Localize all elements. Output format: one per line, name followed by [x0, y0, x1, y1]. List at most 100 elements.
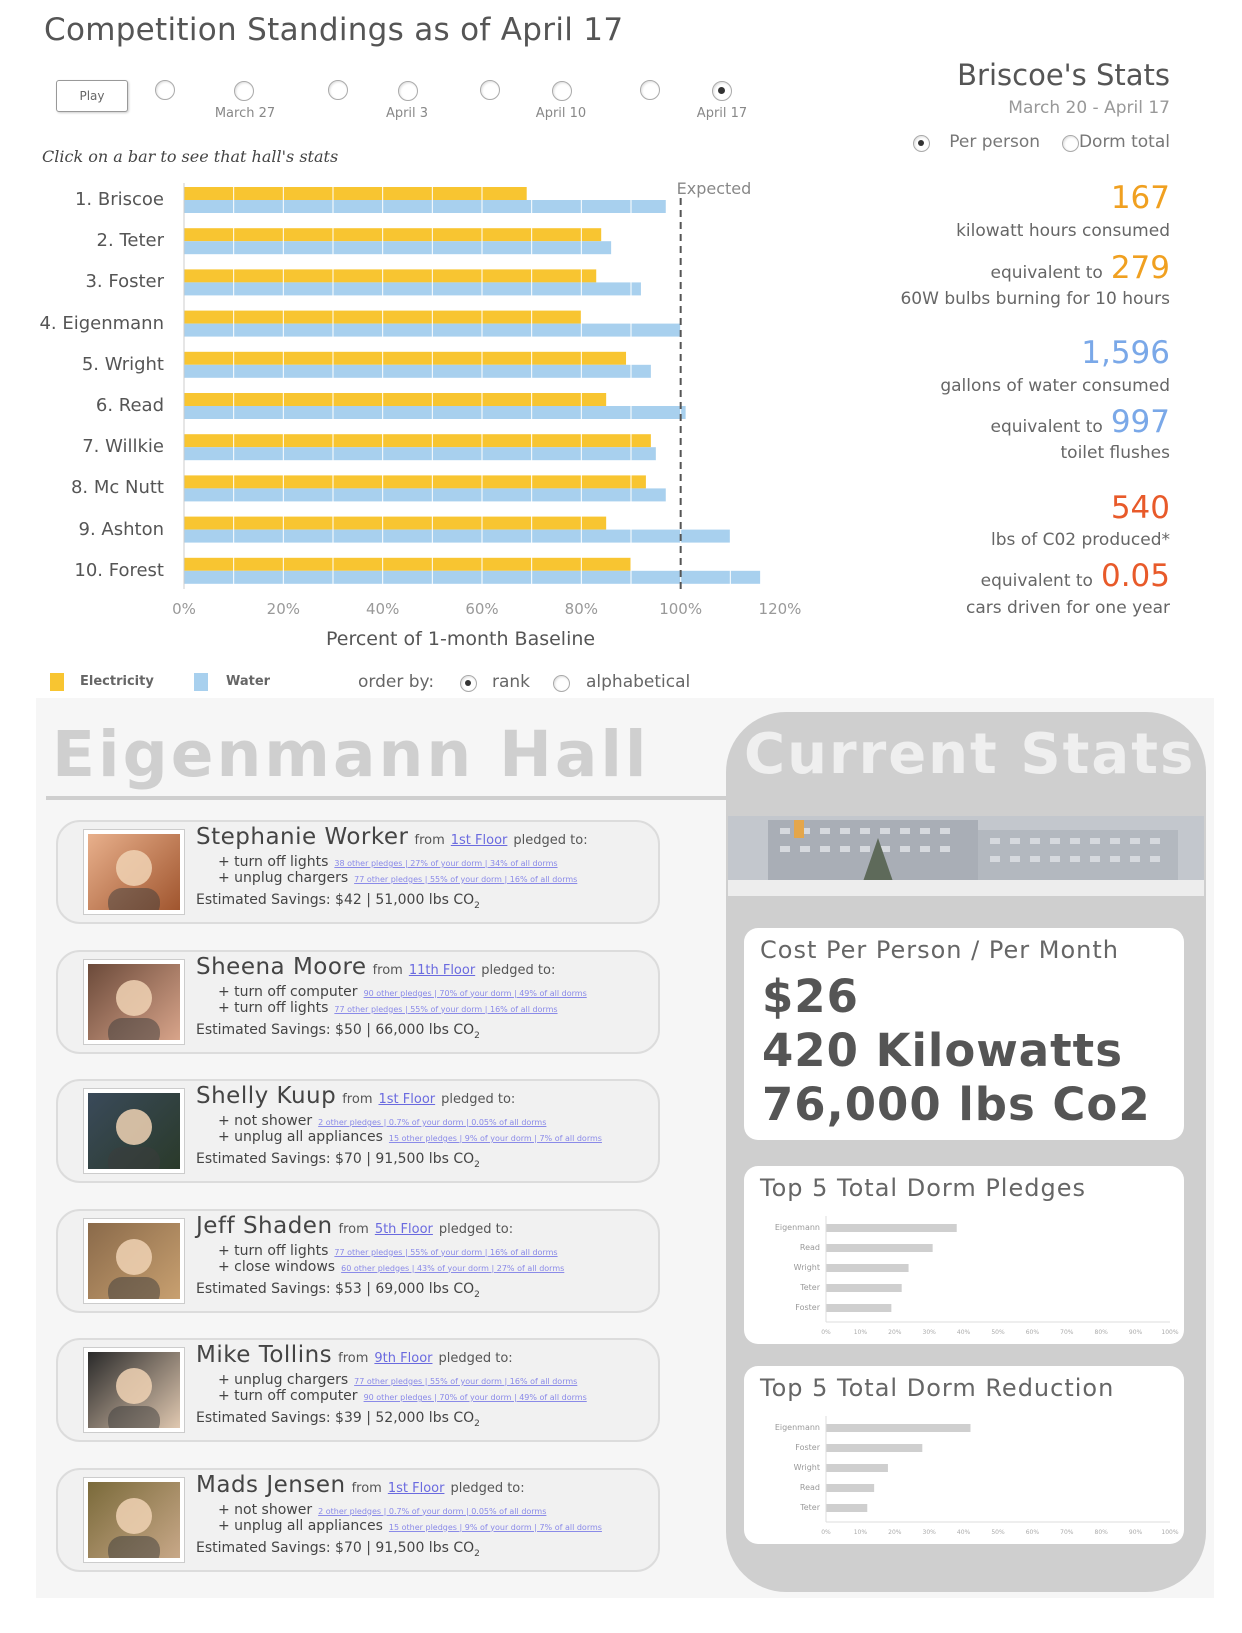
- action-stats-link[interactable]: 2 other pledges | 0.7% of your dorm | 0.…: [318, 1506, 547, 1516]
- per-person-radio[interactable]: [913, 135, 930, 152]
- mini-tick: 50%: [991, 1529, 1005, 1536]
- pledge-action-2: + turn off computer 90 other pledges | 70…: [218, 1388, 587, 1404]
- action-stats-link[interactable]: 77 other pledges | 55% of your dorm | 16…: [354, 1377, 578, 1386]
- timeline-radio-1[interactable]: [155, 80, 175, 100]
- play-button[interactable]: Play: [56, 80, 128, 112]
- mini-bar: [826, 1504, 868, 1512]
- action-stats-link[interactable]: 77 other pledges | 55% of your dorm | 16…: [354, 875, 578, 884]
- hall-label-3[interactable]: 3. Foster: [85, 271, 164, 293]
- action-stats-link[interactable]: 15 other pledges | 9% of your dorm | 7% …: [388, 1522, 602, 1532]
- timeline-radio-2[interactable]: [234, 81, 254, 101]
- pledge-card[interactable]: Jeff Shaden from 5th Floor pledged to: + tur…: [56, 1208, 660, 1313]
- floor-link[interactable]: 1st Floor: [387, 1480, 445, 1496]
- co2-label: lbs of C02 produced*: [991, 530, 1170, 550]
- mini-label: Eigenmann: [775, 1223, 820, 1232]
- co2-subscript: 2: [474, 1159, 480, 1170]
- x-tick-label: 120%: [759, 600, 802, 618]
- avatar[interactable]: [84, 830, 184, 914]
- pledger-name: Jeff Shaden: [196, 1212, 333, 1239]
- avatar[interactable]: [84, 959, 184, 1044]
- avatar[interactable]: [84, 1348, 184, 1432]
- timeline-date-april-10: April 10: [535, 106, 587, 121]
- bar-electricity-6[interactable]: [184, 393, 607, 406]
- bar-water-7[interactable]: [184, 447, 656, 461]
- bar-water-3[interactable]: [184, 282, 641, 296]
- bar-water-5[interactable]: [184, 364, 651, 378]
- timeline-radio-8-selected[interactable]: [712, 81, 732, 101]
- action-text: + not shower: [218, 1501, 313, 1518]
- bar-water-6[interactable]: [184, 406, 686, 419]
- pledger-name: Stephanie Worker: [196, 824, 409, 850]
- dorm-total-radio[interactable]: [1062, 135, 1079, 152]
- bar-water-8[interactable]: [184, 488, 666, 502]
- order-rank-radio[interactable]: [460, 675, 477, 692]
- action-stats-link[interactable]: 2 other pledges | 0.7% of your dorm | 0.…: [318, 1118, 547, 1127]
- pledge-card[interactable]: Mike Tollins from 9th Floor pledged to: + un…: [56, 1338, 660, 1442]
- hall-label-8[interactable]: 8. Mc Nutt: [70, 477, 164, 499]
- bar-electricity-2[interactable]: [184, 228, 602, 242]
- action-stats-link[interactable]: 77 other pledges | 55% of your dorm | 16…: [334, 1004, 558, 1014]
- avatar[interactable]: [84, 1218, 184, 1303]
- timeline-radio-6[interactable]: [552, 81, 572, 101]
- hall-label-6[interactable]: 6. Read: [95, 395, 164, 416]
- mini-bar: [826, 1464, 888, 1472]
- action-stats-link[interactable]: 90 other pledges | 70% of your dorm | 49…: [363, 1393, 587, 1402]
- action-stats-link[interactable]: 38 other pledges | 27% of your dorm | 34…: [334, 859, 558, 868]
- pledged-label: pledged to:: [441, 1092, 516, 1107]
- bar-electricity-7[interactable]: [184, 434, 651, 448]
- standings-bar-chart[interactable]: Expected 0% 20% 40% 60% 80% 100% 120%: [0, 0, 820, 680]
- order-alpha-radio[interactable]: [553, 675, 570, 692]
- timeline-radio-7[interactable]: [640, 80, 660, 100]
- bar-electricity-9[interactable]: [184, 516, 607, 530]
- hall-label-7[interactable]: 7. Willkie: [82, 436, 164, 458]
- x-tick-label: 40%: [366, 600, 399, 618]
- co2-total-value: 76,000 lbs Co2: [762, 1078, 1151, 1131]
- floor-link[interactable]: 9th Floor: [374, 1351, 433, 1366]
- timeline-radio-4[interactable]: [398, 81, 418, 101]
- hall-label-1[interactable]: 1. Briscoe: [74, 189, 164, 210]
- bar-electricity-5[interactable]: [184, 351, 627, 365]
- bar-water-1[interactable]: [184, 200, 666, 213]
- building-illustration: [728, 816, 1204, 896]
- bar-electricity-1[interactable]: [184, 187, 527, 200]
- person-photo: [108, 850, 160, 910]
- pledge-card[interactable]: Stephanie Worker from 1st Floor pledged to:…: [56, 820, 660, 924]
- expected-label: Expected: [677, 179, 752, 198]
- floor-link[interactable]: 11th Floor: [408, 962, 476, 978]
- bar-water-10[interactable]: [184, 570, 761, 584]
- floor-link[interactable]: 1st Floor: [450, 833, 508, 848]
- mini-tick: 30%: [923, 1529, 937, 1536]
- floor-link[interactable]: 1st Floor: [378, 1092, 436, 1107]
- bar-water-9[interactable]: [184, 529, 731, 543]
- timeline-radio-5[interactable]: [480, 80, 500, 100]
- pledge-header: Shelly Kuup from 1st Floor pledged to:: [196, 1083, 515, 1109]
- action-text: + turn off computer: [218, 1388, 358, 1404]
- bar-electricity-10[interactable]: [184, 557, 631, 571]
- action-stats-link[interactable]: 90 other pledges | 70% of your dorm | 49…: [363, 988, 587, 998]
- page-title: Competition Standings as of April 17: [44, 12, 624, 48]
- hall-label-10[interactable]: 10. Forest: [74, 559, 164, 581]
- timeline-radio-3[interactable]: [328, 80, 348, 100]
- pledge-card[interactable]: Mads Jensen from 1st Floor pledged to: + not…: [56, 1467, 660, 1572]
- estimated-savings: Estimated Savings: $42 | 51,000 lbs CO2: [196, 892, 480, 911]
- hall-label-4[interactable]: 4. Eigenmann: [39, 312, 164, 334]
- action-stats-link[interactable]: 60 other pledges | 43% of your dorm | 27…: [341, 1263, 565, 1273]
- hall-label-2[interactable]: 2. Teter: [96, 230, 164, 252]
- floor-link[interactable]: 5th Floor: [374, 1221, 433, 1237]
- action-stats-link[interactable]: 15 other pledges | 9% of your dorm | 7% …: [388, 1134, 602, 1143]
- avatar[interactable]: [84, 1089, 184, 1173]
- action-stats-link[interactable]: 77 other pledges | 55% of your dorm | 16…: [334, 1247, 558, 1257]
- mini-label: Read: [800, 1483, 820, 1492]
- bulbs-label: 60W bulbs burning for 10 hours: [900, 289, 1170, 309]
- pledge-card[interactable]: Sheena Moore from 11th Floor pledged to: + t…: [56, 949, 660, 1054]
- bar-electricity-3[interactable]: [184, 269, 597, 283]
- avatar[interactable]: [84, 1477, 184, 1562]
- action-text: + turn off lights: [218, 1242, 329, 1259]
- bar-water-2[interactable]: [184, 241, 612, 255]
- order-alpha-label: alphabetical: [586, 672, 691, 692]
- hall-label-5[interactable]: 5. Wright: [81, 353, 164, 375]
- hall-label-9[interactable]: 9. Ashton: [78, 518, 164, 540]
- pledge-card[interactable]: Shelly Kuup from 1st Floor pledged to: + not…: [56, 1079, 660, 1183]
- bar-electricity-8[interactable]: [184, 475, 646, 489]
- kilowatts-value: 420 Kilowatts: [762, 1024, 1123, 1077]
